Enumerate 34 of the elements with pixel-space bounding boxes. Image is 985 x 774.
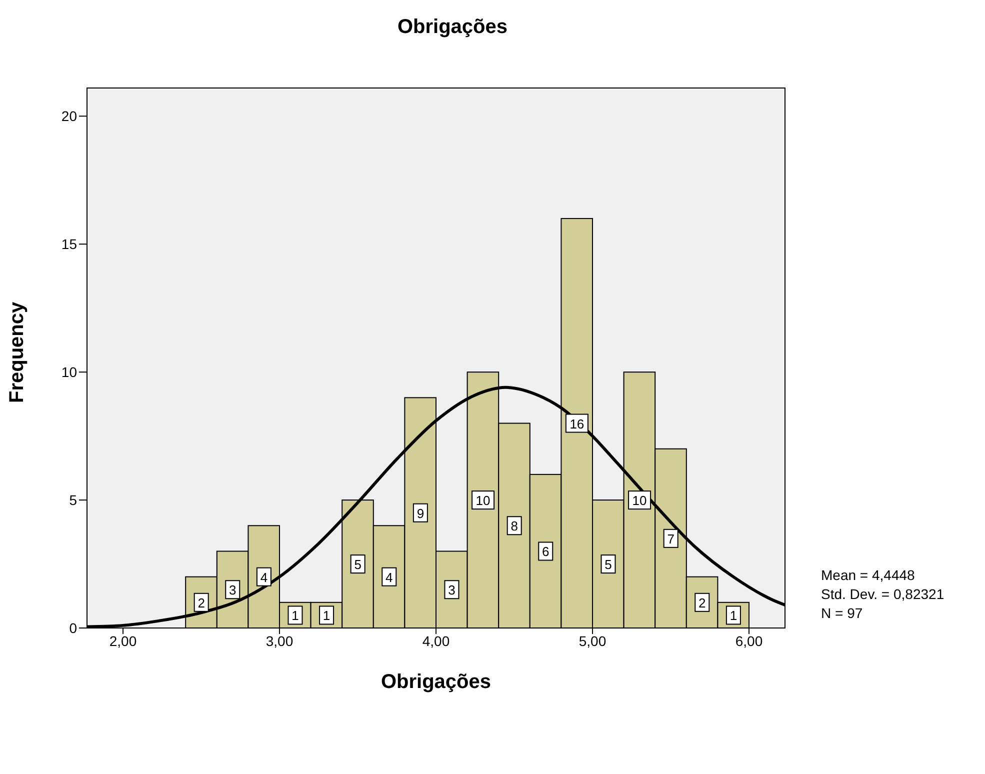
data-label: 7 bbox=[667, 531, 674, 546]
y-tick-label: 10 bbox=[61, 364, 78, 380]
chart-title: Obrigações bbox=[396, 16, 509, 39]
x-axis-title: Obrigações bbox=[380, 671, 492, 693]
data-label: 2 bbox=[698, 595, 706, 610]
data-label: 5 bbox=[354, 557, 362, 572]
data-label: 4 bbox=[260, 570, 268, 585]
data-label: 3 bbox=[229, 582, 236, 598]
text: Mean = 4,4448 bbox=[821, 566, 916, 585]
data-label: 10 bbox=[632, 493, 647, 508]
data-label: 5 bbox=[604, 557, 612, 572]
data-label: 2 bbox=[198, 595, 205, 610]
text: Std. Dev. = 0,82321 bbox=[821, 585, 944, 604]
x-tick-label: 3,00 bbox=[266, 632, 294, 649]
x-tick-label: 6,00 bbox=[735, 632, 763, 649]
y-axis-title: Frequency bbox=[6, 300, 28, 403]
x-tick-label: 2,00 bbox=[109, 632, 137, 649]
data-label: 9 bbox=[416, 506, 424, 521]
data-label: 8 bbox=[510, 518, 518, 534]
x-tick-label: 4,00 bbox=[422, 632, 450, 649]
y-tick-label: 15 bbox=[61, 236, 78, 252]
y-tick-label: 0 bbox=[69, 620, 78, 636]
data-label: 6 bbox=[542, 544, 550, 560]
text: N = 97 bbox=[821, 604, 864, 623]
x-tick-label: 5,00 bbox=[578, 632, 606, 649]
y-tick-label: 5 bbox=[69, 492, 78, 508]
data-label: 16 bbox=[570, 416, 584, 432]
y-tick-label: 20 bbox=[61, 108, 78, 124]
data-label: 10 bbox=[476, 493, 490, 508]
data-label: 4 bbox=[386, 570, 393, 585]
data-label: 1 bbox=[292, 608, 299, 624]
data-label: 1 bbox=[730, 608, 738, 624]
data-label: 1 bbox=[322, 608, 330, 624]
data-label: 3 bbox=[448, 582, 456, 598]
